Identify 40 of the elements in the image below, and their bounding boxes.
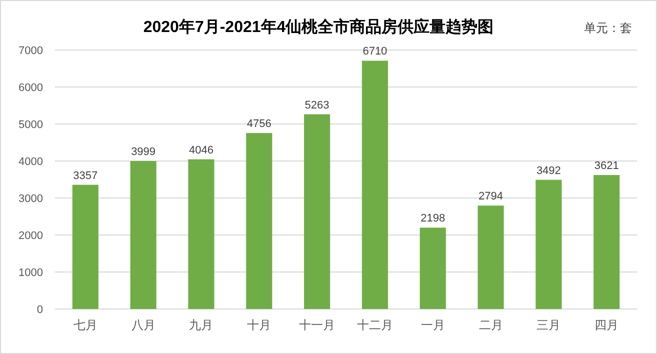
x-tick-label: 七月	[73, 318, 98, 332]
bar	[304, 114, 330, 309]
data-label: 2794	[478, 190, 504, 203]
x-tick-label: 一月	[420, 318, 445, 332]
y-tick-label: 6000	[18, 82, 43, 94]
y-tick-label: 1000	[18, 266, 43, 279]
bar	[536, 180, 562, 309]
x-tick-label: 四月	[594, 318, 619, 332]
x-tick-label: 十一月	[299, 318, 336, 332]
x-tick-label: 二月	[478, 318, 503, 332]
data-label: 5263	[304, 99, 330, 112]
data-label: 6710	[362, 46, 388, 58]
y-tick-label: 2000	[18, 230, 43, 242]
bar	[72, 184, 98, 309]
bar	[188, 159, 214, 309]
data-label: 3999	[131, 146, 156, 158]
chart-title: 2020年7月-2021年4仙桃全市商品房供应量趋势图	[143, 17, 494, 36]
x-tick-label: 八月	[131, 318, 156, 332]
bar	[246, 133, 272, 309]
bar	[420, 228, 446, 309]
data-label: 4756	[246, 118, 272, 130]
y-tick-label: 3000	[18, 192, 43, 205]
y-tick-label: 5000	[18, 118, 43, 131]
x-tick-label: 十二月	[356, 318, 393, 332]
x-tick-label: 三月	[536, 318, 561, 332]
data-label: 3357	[73, 170, 98, 182]
data-label: 3492	[536, 164, 561, 177]
y-tick-label: 4000	[18, 156, 43, 168]
data-label: 4046	[188, 144, 214, 156]
bar	[594, 175, 620, 309]
x-tick-label: 九月	[189, 318, 214, 332]
data-label: 3621	[594, 160, 619, 172]
y-tick-label: 7000	[18, 44, 43, 57]
data-label: 2198	[420, 212, 446, 225]
bar	[130, 161, 156, 309]
x-tick-label: 十月	[247, 318, 272, 332]
bar	[362, 60, 388, 309]
text: 单元：套	[584, 21, 632, 35]
y-tick-label: 0	[36, 304, 43, 316]
bar	[478, 206, 504, 309]
